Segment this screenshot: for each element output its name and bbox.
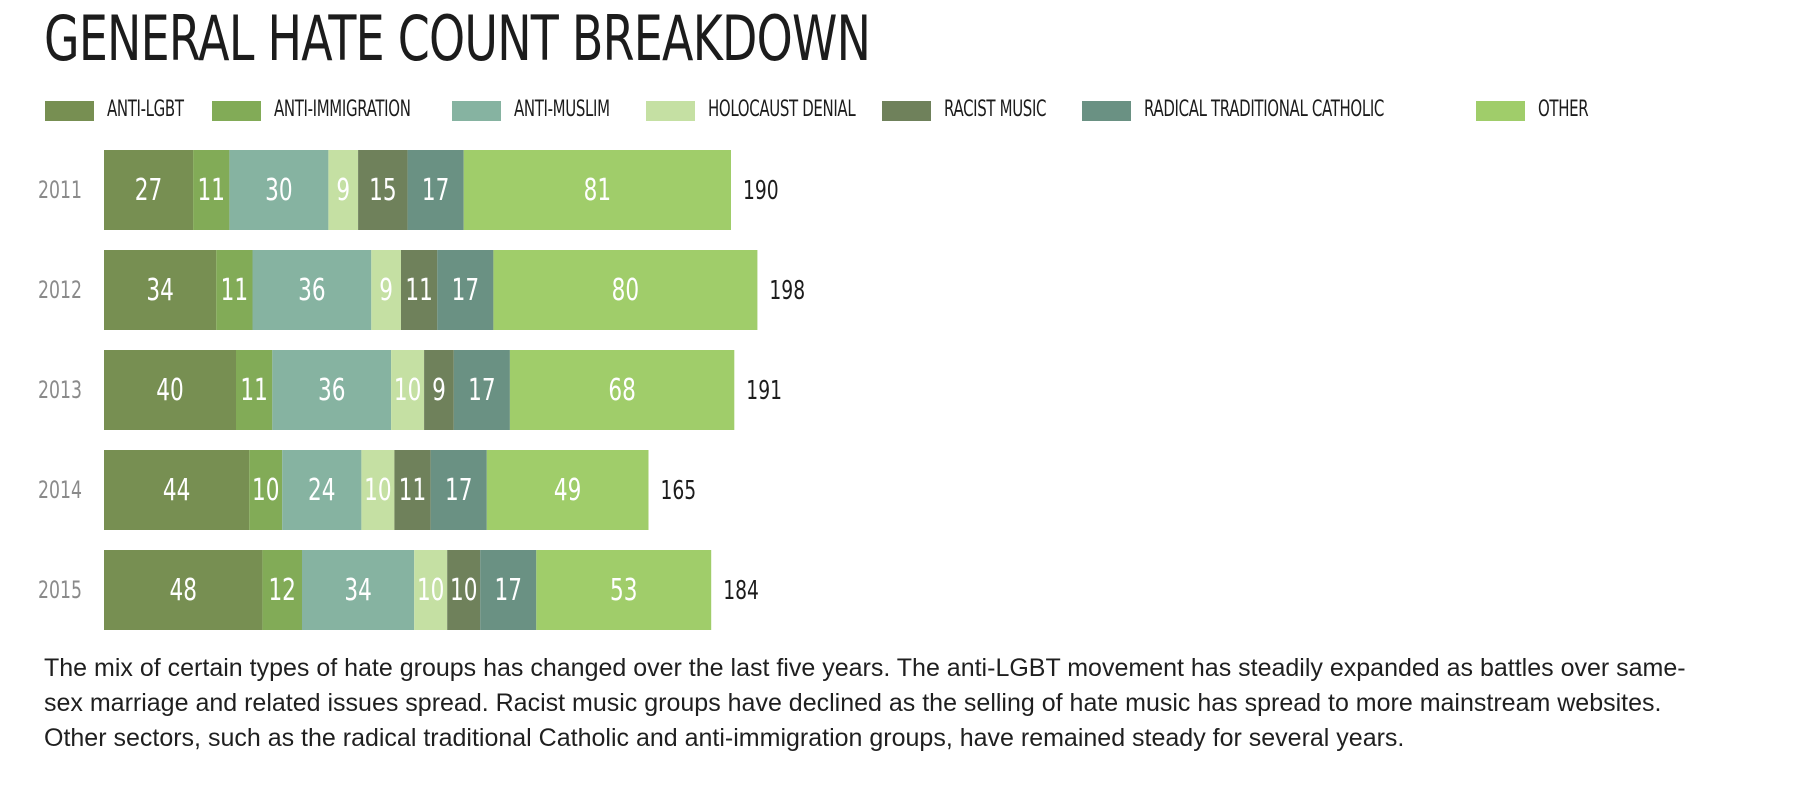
bar-value-label: 10	[394, 374, 421, 408]
legend-label: OTHER	[1538, 97, 1589, 122]
bar-value-label: 17	[452, 274, 479, 308]
bar-segment	[104, 550, 263, 630]
bar-value-label: 9	[379, 274, 393, 308]
bar-segment	[391, 350, 425, 430]
legend-label: ANTI-LGBT	[107, 97, 184, 122]
legend-swatch	[212, 101, 261, 121]
bar-value-label: 36	[318, 374, 345, 408]
bar-segment	[104, 350, 236, 430]
legend-swatch	[882, 101, 931, 121]
bar-segment	[371, 250, 401, 330]
bar-segment	[328, 150, 359, 230]
bar-segment	[486, 450, 649, 530]
bar-value-label: 36	[298, 274, 325, 308]
bar-segment	[252, 250, 372, 330]
bar-segment	[249, 450, 283, 530]
bar-value-label: 24	[308, 474, 335, 508]
bar-segment	[361, 450, 395, 530]
legend-label: HOLOCAUST DENIAL	[708, 97, 856, 122]
bar-value-label: 15	[369, 174, 396, 208]
bar-value-label: 27	[135, 174, 162, 208]
bar-segment	[493, 250, 758, 330]
bar-segment	[262, 550, 302, 630]
bar-segment	[358, 150, 408, 230]
bar-segment	[414, 550, 448, 630]
bar-segment	[104, 250, 217, 330]
bar-total-label: 190	[743, 176, 779, 206]
bar-segment	[509, 350, 735, 430]
bar-total-label: 198	[769, 276, 805, 306]
year-tick-label: 2013	[38, 376, 82, 404]
bar-segment	[463, 150, 731, 230]
bar-segment	[536, 550, 712, 630]
bar-segment	[104, 150, 194, 230]
bar-segment	[447, 550, 481, 630]
bar-value-label: 10	[417, 574, 444, 608]
bar-segment	[104, 450, 250, 530]
bar-segment	[401, 250, 438, 330]
legend-swatch	[45, 101, 94, 121]
chart-title: GENERAL HATE COUNT BREAKDOWN	[44, 2, 871, 75]
bar-value-label: 11	[399, 474, 426, 508]
bar-value-label: 81	[584, 174, 611, 208]
bar-segment	[424, 350, 454, 430]
legend-swatch	[646, 101, 695, 121]
bar-total-label: 165	[661, 476, 697, 506]
bar-segment	[272, 350, 392, 430]
bar-segment	[229, 150, 329, 230]
year-tick-label: 2014	[38, 476, 82, 504]
bar-segment	[236, 350, 273, 430]
bar-total-label: 191	[746, 376, 782, 406]
legend-label: RACIST MUSIC	[944, 97, 1047, 122]
bar-value-label: 11	[405, 274, 432, 308]
bar-value-label: 49	[554, 474, 581, 508]
bar-value-label: 9	[336, 174, 350, 208]
legend-label: RADICAL TRADITIONAL CATHOLIC	[1144, 97, 1385, 122]
legend-label: ANTI-IMMIGRATION	[274, 97, 411, 122]
legend-swatch	[452, 101, 501, 121]
bar-segment	[407, 150, 464, 230]
bar-value-label: 17	[468, 374, 495, 408]
stacked-bar-chart: 2011 27 11 30 9 15 17 81 190 2012 34 11 36 9 11 17 80 198…	[38, 150, 805, 630]
bar-segment	[193, 150, 230, 230]
bar-value-label: 17	[445, 474, 472, 508]
year-tick-label: 2011	[38, 176, 82, 204]
bar-value-label: 40	[156, 374, 183, 408]
bar-segment	[453, 350, 510, 430]
chart-caption: The mix of certain types of hate groups …	[44, 654, 1686, 752]
legend-label: ANTI-MUSLIM	[514, 97, 610, 122]
bar-segment	[430, 450, 487, 530]
bar-value-label: 11	[240, 374, 267, 408]
bar-segment	[437, 250, 494, 330]
bar-value-label: 10	[364, 474, 391, 508]
bar-segment	[282, 450, 362, 530]
legend-swatch	[1082, 101, 1131, 121]
bar-value-label: 11	[221, 274, 248, 308]
year-tick-label: 2012	[38, 276, 82, 304]
bar-value-label: 17	[495, 574, 522, 608]
bar-segment	[480, 550, 537, 630]
bar-value-label: 34	[344, 574, 371, 608]
bar-value-label: 68	[608, 374, 635, 408]
bar-value-label: 10	[252, 474, 279, 508]
bar-value-label: 10	[450, 574, 477, 608]
bar-total-label: 184	[723, 576, 759, 606]
bar-value-label: 11	[198, 174, 225, 208]
year-tick-label: 2015	[38, 576, 82, 604]
bar-value-label: 34	[146, 274, 173, 308]
bar-value-label: 48	[169, 574, 196, 608]
bar-segment	[302, 550, 415, 630]
bar-value-label: 17	[422, 174, 449, 208]
bar-segment	[394, 450, 431, 530]
bar-segment	[216, 250, 253, 330]
bar-value-label: 9	[432, 374, 446, 408]
legend-swatch	[1476, 101, 1525, 121]
bar-value-label: 12	[268, 574, 295, 608]
bar-value-label: 30	[265, 174, 292, 208]
bar-value-label: 80	[612, 274, 639, 308]
bar-value-label: 53	[610, 574, 637, 608]
bar-value-label: 44	[163, 474, 190, 508]
